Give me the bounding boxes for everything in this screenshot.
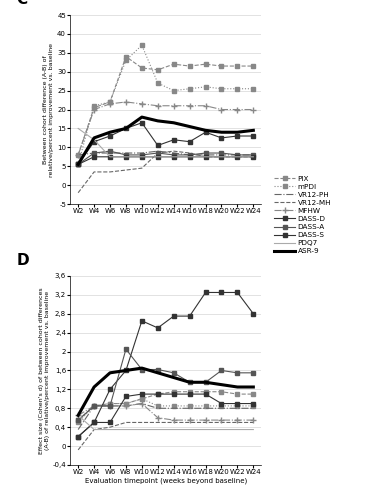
- Y-axis label: Effect size (Cohen's d) of between cohort differences
(A-B) of relative/percent : Effect size (Cohen's d) of between cohor…: [39, 287, 50, 454]
- Text: D: D: [17, 254, 29, 268]
- Text: C: C: [17, 0, 28, 8]
- X-axis label: Evaluation timepoint (weeks beyond baseline): Evaluation timepoint (weeks beyond basel…: [85, 478, 247, 484]
- Y-axis label: Between cohort difference (A-B) of
relative/percent improvement vs. baseline: Between cohort difference (A-B) of relat…: [43, 42, 54, 176]
- Legend: PIX, mPDI, VR12-PH, VR12-MH, MFHW, DASS-D, DASS-A, DASS-S, PDQ7, ASR-9: PIX, mPDI, VR12-PH, VR12-MH, MFHW, DASS-…: [275, 176, 331, 254]
